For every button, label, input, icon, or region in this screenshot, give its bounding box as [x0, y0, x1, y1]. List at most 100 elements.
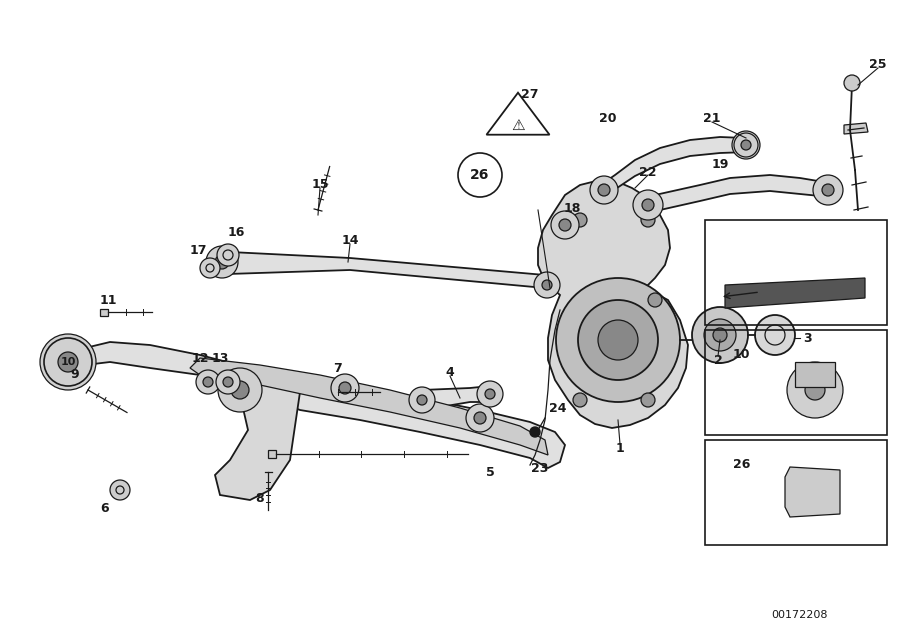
Circle shape [713, 328, 727, 342]
Circle shape [734, 133, 758, 157]
Polygon shape [538, 180, 688, 428]
Text: 8: 8 [256, 492, 265, 504]
Circle shape [692, 307, 748, 363]
Circle shape [829, 496, 837, 504]
Text: 20: 20 [599, 111, 616, 125]
Circle shape [216, 370, 240, 394]
Text: 27: 27 [521, 88, 539, 102]
Text: 15: 15 [311, 179, 328, 191]
Text: 12: 12 [191, 352, 209, 364]
Circle shape [218, 368, 262, 412]
Text: 1: 1 [616, 441, 625, 455]
Circle shape [844, 75, 860, 91]
Polygon shape [795, 362, 835, 387]
Circle shape [598, 320, 638, 360]
Circle shape [815, 480, 823, 488]
Polygon shape [100, 308, 108, 315]
Circle shape [578, 300, 658, 380]
Circle shape [215, 255, 229, 269]
Circle shape [534, 272, 560, 298]
Text: 6: 6 [101, 502, 109, 515]
Circle shape [740, 139, 752, 151]
Text: 26: 26 [471, 168, 490, 182]
Circle shape [231, 381, 249, 399]
Text: 25: 25 [869, 59, 886, 71]
Polygon shape [420, 386, 500, 410]
Circle shape [732, 131, 760, 159]
Text: 19: 19 [711, 158, 729, 172]
Circle shape [822, 184, 834, 196]
Circle shape [40, 334, 96, 390]
Circle shape [474, 412, 486, 424]
Polygon shape [785, 467, 840, 517]
Polygon shape [725, 278, 865, 308]
Polygon shape [190, 358, 548, 455]
Text: ⚠: ⚠ [511, 118, 525, 132]
Bar [705, 440, 887, 545]
Circle shape [573, 393, 587, 407]
Circle shape [58, 352, 78, 372]
Circle shape [196, 370, 220, 394]
Text: 10: 10 [60, 357, 76, 367]
Circle shape [573, 213, 587, 227]
Circle shape [805, 380, 825, 400]
Text: 23: 23 [531, 462, 549, 474]
Polygon shape [600, 137, 748, 196]
Circle shape [206, 246, 238, 278]
Circle shape [642, 199, 654, 211]
Circle shape [477, 381, 503, 407]
Circle shape [559, 219, 571, 231]
Text: 11: 11 [99, 293, 117, 307]
Text: 7: 7 [334, 361, 342, 375]
Text: 13: 13 [212, 352, 229, 364]
Circle shape [590, 176, 618, 204]
Text: 00172208: 00172208 [772, 610, 828, 620]
Circle shape [641, 213, 655, 227]
Circle shape [787, 362, 843, 418]
Text: 17: 17 [189, 244, 207, 256]
Circle shape [466, 404, 494, 432]
Circle shape [801, 480, 809, 488]
Circle shape [551, 211, 579, 239]
Polygon shape [218, 252, 548, 288]
Text: 26: 26 [733, 458, 751, 471]
Circle shape [331, 374, 359, 402]
Bar [705, 220, 887, 325]
Circle shape [530, 427, 540, 437]
Text: 4: 4 [446, 366, 454, 378]
Circle shape [110, 480, 130, 500]
Circle shape [633, 190, 663, 220]
Circle shape [542, 280, 552, 290]
Polygon shape [60, 342, 565, 468]
Circle shape [485, 389, 495, 399]
Text: 9: 9 [71, 368, 79, 382]
Circle shape [223, 377, 233, 387]
Circle shape [200, 258, 220, 278]
Circle shape [801, 496, 809, 504]
Circle shape [641, 393, 655, 407]
Circle shape [203, 377, 213, 387]
Polygon shape [844, 123, 868, 134]
Bar [705, 330, 887, 435]
Text: 21: 21 [703, 111, 721, 125]
Circle shape [417, 395, 427, 405]
Text: 3: 3 [804, 331, 813, 345]
Text: 10: 10 [733, 348, 751, 361]
Circle shape [813, 175, 843, 205]
Text: 5: 5 [486, 466, 494, 478]
Text: 24: 24 [549, 401, 567, 415]
Text: 22: 22 [639, 165, 657, 179]
Polygon shape [330, 388, 338, 396]
Circle shape [829, 480, 837, 488]
Text: 16: 16 [228, 226, 245, 240]
Text: 2: 2 [714, 354, 723, 366]
Circle shape [648, 293, 662, 307]
Circle shape [409, 387, 435, 413]
Circle shape [598, 184, 610, 196]
Polygon shape [268, 450, 276, 458]
Circle shape [741, 140, 751, 150]
Circle shape [339, 382, 351, 394]
Text: 14: 14 [341, 233, 359, 247]
Text: 18: 18 [563, 202, 580, 214]
Circle shape [217, 244, 239, 266]
